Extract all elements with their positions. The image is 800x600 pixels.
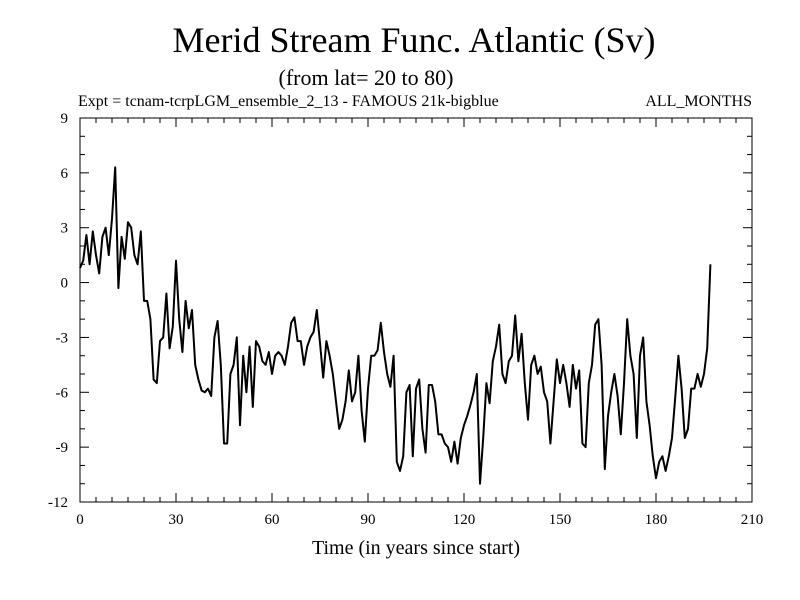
y-tick-label: -9	[56, 440, 69, 456]
x-tick-label: 210	[741, 512, 764, 528]
series-line	[79, 166, 712, 485]
x-tick-label: 120	[453, 512, 476, 528]
y-tick-label: -6	[56, 385, 69, 401]
x-tick-label: 60	[265, 512, 280, 528]
y-tick-label: 3	[61, 221, 69, 237]
y-tick-label: 6	[61, 166, 69, 182]
x-tick-label: 180	[645, 512, 668, 528]
y-tick-label: 0	[61, 276, 69, 292]
chart-title: Merid Stream Func. Atlantic (Sv)	[173, 20, 656, 60]
experiment-label: Expt = tcnam-tcrpLGM_ensemble_2_13 - FAM…	[78, 93, 499, 110]
x-tick-label: 0	[76, 512, 84, 528]
x-axis-label: Time (in years since start)	[312, 537, 520, 559]
chart-subtitle: (from lat= 20 to 80)	[279, 65, 454, 90]
y-tick-label: -12	[48, 495, 68, 511]
months-label: ALL_MONTHS	[645, 93, 752, 110]
y-tick-label: -3	[56, 330, 69, 346]
x-tick-label: 150	[549, 512, 572, 528]
y-tick-label: 9	[61, 111, 69, 127]
x-tick-label: 90	[361, 512, 376, 528]
x-tick-label: 30	[169, 512, 184, 528]
